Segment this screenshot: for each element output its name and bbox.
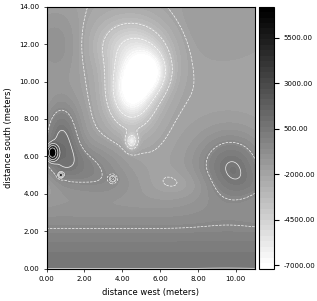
X-axis label: distance west (meters): distance west (meters) — [102, 288, 199, 297]
Y-axis label: distance south (meters): distance south (meters) — [4, 87, 13, 188]
